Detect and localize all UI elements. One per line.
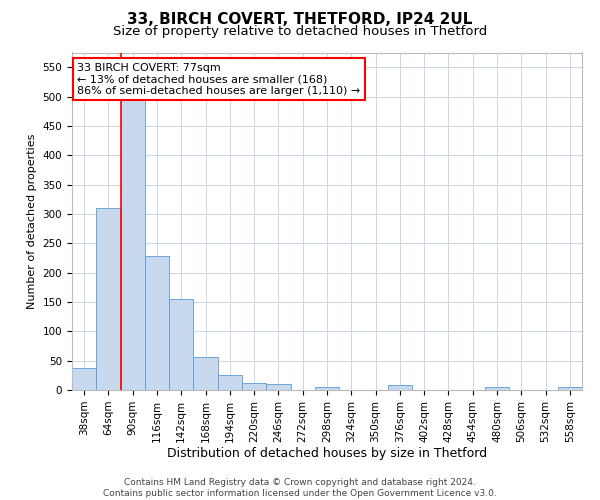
Bar <box>193 356 218 390</box>
Text: 33 BIRCH COVERT: 77sqm
← 13% of detached houses are smaller (168)
86% of semi-de: 33 BIRCH COVERT: 77sqm ← 13% of detached… <box>77 62 361 96</box>
X-axis label: Distribution of detached houses by size in Thetford: Distribution of detached houses by size … <box>167 448 487 460</box>
Bar <box>121 90 145 390</box>
Bar <box>96 208 121 390</box>
Bar <box>558 387 582 390</box>
Bar <box>145 256 169 390</box>
Bar <box>218 376 242 390</box>
Bar <box>388 386 412 390</box>
Y-axis label: Number of detached properties: Number of detached properties <box>27 134 37 309</box>
Bar <box>169 299 193 390</box>
Text: Contains HM Land Registry data © Crown copyright and database right 2024.
Contai: Contains HM Land Registry data © Crown c… <box>103 478 497 498</box>
Bar <box>242 383 266 390</box>
Text: 33, BIRCH COVERT, THETFORD, IP24 2UL: 33, BIRCH COVERT, THETFORD, IP24 2UL <box>127 12 473 28</box>
Bar <box>485 387 509 390</box>
Text: Size of property relative to detached houses in Thetford: Size of property relative to detached ho… <box>113 25 487 38</box>
Bar <box>315 387 339 390</box>
Bar <box>72 368 96 390</box>
Bar <box>266 384 290 390</box>
